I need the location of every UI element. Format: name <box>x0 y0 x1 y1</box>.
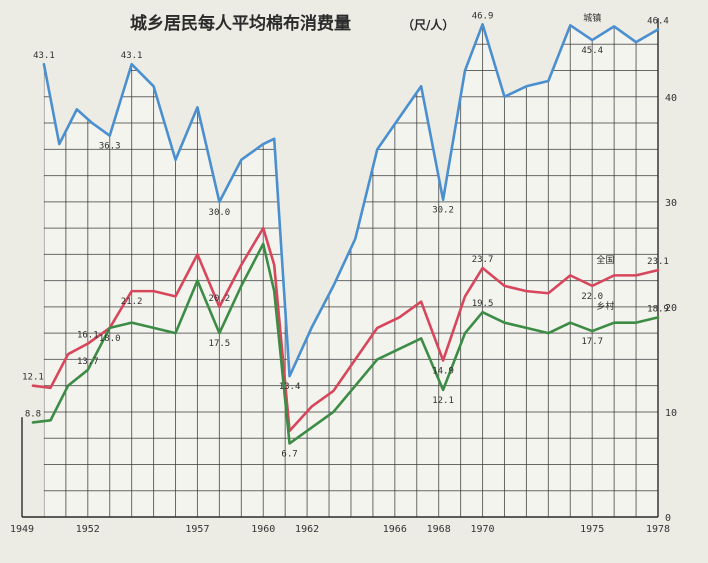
series-line-3 <box>31 242 660 445</box>
x-tick-label: 1966 <box>383 524 407 535</box>
series-name-label: 乡村 <box>596 300 614 312</box>
data-label: 45.4 <box>581 46 603 56</box>
x-tick-label: 1949 <box>10 524 34 535</box>
data-label: 43.1 <box>121 51 143 61</box>
data-label: 13.4 <box>279 382 301 392</box>
data-label: 21.2 <box>121 297 143 307</box>
y-tick-label: 0 <box>665 513 671 524</box>
series-lines <box>31 23 660 445</box>
x-tick-label: 1978 <box>646 524 670 535</box>
x-tick-label: 1968 <box>427 524 451 535</box>
data-label: 12.1 <box>432 396 454 406</box>
data-label: 30.2 <box>432 206 454 216</box>
series-line-2 <box>31 226 660 433</box>
x-tick-label: 1975 <box>580 524 604 535</box>
data-label: 30.0 <box>209 208 231 218</box>
y-tick-label: 20 <box>665 303 677 314</box>
data-labels: 43.1 36.3 43.1 30.0 13.4 30.2 46.9 45.4 46.4 城镇 12… <box>22 11 669 459</box>
series-name-label: 全国 <box>596 254 614 266</box>
data-label: 36.3 <box>99 142 121 152</box>
x-tick-label: 1962 <box>295 524 319 535</box>
data-label: 20.2 <box>209 294 231 304</box>
y-tick-label: 10 <box>665 408 677 419</box>
y-tick-label: 40 <box>665 93 677 104</box>
data-label: 13.7 <box>77 357 99 367</box>
tick-labels: 1949 1952 1957 1960 1962 1966 1968 1970 1975 1978… <box>10 93 677 535</box>
data-label: 23.1 <box>647 257 669 267</box>
data-label: 22.0 <box>581 292 603 302</box>
x-tick-label: 1952 <box>76 524 100 535</box>
chart-title-unit: （尺/人） <box>402 17 454 32</box>
y-tick-label: 30 <box>665 198 677 209</box>
data-label: 23.7 <box>472 255 494 265</box>
data-label: 12.1 <box>22 373 44 383</box>
x-tick-label: 1970 <box>471 524 495 535</box>
data-label: 19.5 <box>472 299 494 309</box>
data-label: 46.4 <box>647 17 669 27</box>
data-label: 17.5 <box>209 339 231 349</box>
data-label: 6.7 <box>281 449 297 459</box>
x-tick-label: 1957 <box>185 524 209 535</box>
series-name-label: 城镇 <box>583 12 601 24</box>
data-label: 18.0 <box>99 334 121 344</box>
series-line-1 <box>42 23 660 378</box>
data-label: 18.9 <box>647 304 669 314</box>
chart-title: 城乡居民每人平均棉布消费量 <box>130 13 351 34</box>
data-label: 17.7 <box>581 337 603 347</box>
data-label: 43.1 <box>33 51 55 61</box>
data-label: 46.9 <box>472 11 494 21</box>
data-label: 14.9 <box>432 366 454 376</box>
x-tick-label: 1960 <box>251 524 275 535</box>
data-label: 16.1 <box>77 331 99 341</box>
data-label: 8.8 <box>25 409 41 419</box>
